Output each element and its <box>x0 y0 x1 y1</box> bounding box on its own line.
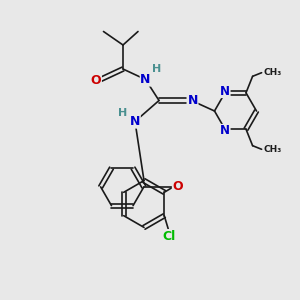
Text: Cl: Cl <box>162 230 175 243</box>
Text: O: O <box>172 180 183 194</box>
Text: N: N <box>220 85 230 98</box>
Text: H: H <box>152 64 161 74</box>
Text: N: N <box>220 124 230 137</box>
Text: N: N <box>188 94 198 107</box>
Text: H: H <box>118 108 127 118</box>
Text: N: N <box>140 73 151 86</box>
Text: N: N <box>130 115 140 128</box>
Text: O: O <box>91 74 101 88</box>
Text: CH₃: CH₃ <box>264 68 282 77</box>
Text: CH₃: CH₃ <box>264 145 282 154</box>
